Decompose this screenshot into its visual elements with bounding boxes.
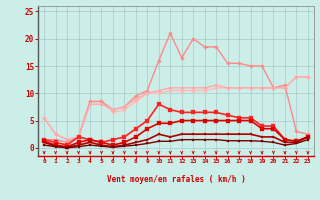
X-axis label: Vent moyen/en rafales ( km/h ): Vent moyen/en rafales ( km/h )	[107, 175, 245, 184]
